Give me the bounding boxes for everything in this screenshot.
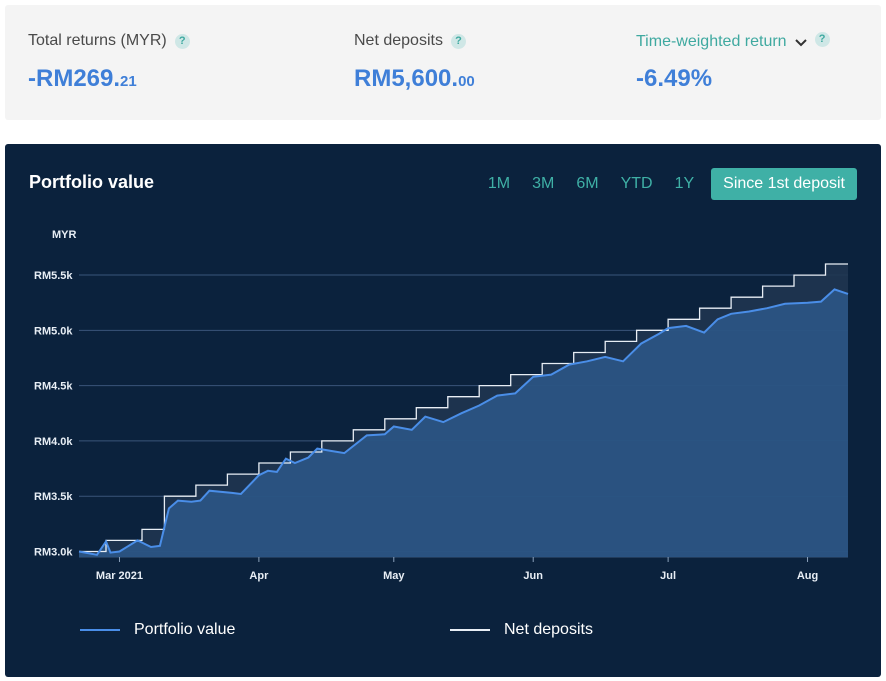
legend-swatch-portfolio [80, 629, 120, 631]
y-tick-label: RM3.5k [34, 491, 73, 503]
legend-portfolio-value: Portfolio value [80, 621, 235, 639]
range-button-1m[interactable]: 1M [487, 175, 511, 192]
range-button-1y[interactable]: 1Y [674, 175, 695, 192]
net-deposits-value: RM5,600.00 [354, 65, 475, 93]
net-deposits-value-main: RM5,600. [354, 65, 459, 92]
help-icon[interactable]: ? [450, 34, 466, 49]
range-button-3m[interactable]: 3M [532, 175, 555, 192]
legend-label-deposits: Net deposits [504, 621, 593, 638]
range-button-ytd[interactable]: YTD [620, 175, 653, 192]
help-icon[interactable]: ? [814, 32, 830, 47]
x-tick-label: Jul [660, 570, 676, 582]
y-tick-label: RM3.0k [34, 546, 73, 558]
total-returns-value-main: -RM269. [28, 65, 121, 92]
x-tick-label: Mar 2021 [96, 570, 143, 582]
legend-label-portfolio: Portfolio value [134, 621, 236, 638]
total-returns-label: Total returns (MYR)? [28, 32, 190, 50]
total-returns-label-text: Total returns (MYR) [28, 32, 167, 49]
y-tick-label: RM5.0k [34, 325, 73, 337]
y-axis-label: MYR [52, 229, 77, 241]
time-weighted-return-label: Time-weighted return [636, 33, 787, 50]
y-tick-label: RM5.5k [34, 270, 73, 282]
range-button-6m[interactable]: 6M [576, 175, 599, 192]
x-tick-label: Aug [797, 570, 818, 582]
portfolio-chart-panel: Portfolio value 1M 3M 6M YTD 1Y Since 1s… [5, 144, 881, 677]
x-tick-label: Jun [523, 570, 543, 582]
time-weighted-return-dropdown[interactable]: Time-weighted return? [636, 32, 830, 52]
net-deposits-label: Net deposits? [354, 32, 466, 50]
chart-title: Portfolio value [29, 172, 155, 192]
legend-net-deposits: Net deposits [450, 621, 593, 639]
x-tick-label: May [383, 570, 405, 582]
x-tick-label: Apr [249, 570, 269, 582]
portfolio-value-line [78, 288, 849, 556]
total-returns-value: -RM269.21 [28, 65, 137, 93]
net-deposits-line [79, 263, 848, 553]
net-deposits-value-cents: 00 [458, 73, 475, 90]
help-icon[interactable]: ? [174, 34, 190, 49]
net-deposits-label-text: Net deposits [354, 32, 443, 49]
range-selector: 1M 3M 6M YTD 1Y Since 1st deposit [477, 168, 857, 200]
portfolio-value-area [79, 289, 848, 557]
chevron-down-icon[interactable] [794, 34, 807, 52]
y-tick-label: RM4.5k [34, 381, 73, 393]
total-returns-value-cents: 21 [120, 73, 137, 90]
summary-stats: Total returns (MYR)? -RM269.21 Net depos… [5, 5, 881, 120]
y-tick-label: RM4.0k [34, 436, 73, 448]
portfolio-chart: MYR RM3.0k RM3.5k RM4.0k RM4.5k RM5.0k RM5.5k… [34, 229, 849, 582]
range-button-since-first-deposit[interactable]: Since 1st deposit [711, 168, 857, 200]
legend-swatch-deposits [450, 629, 490, 631]
time-weighted-return-value: -6.49% [636, 65, 713, 92]
